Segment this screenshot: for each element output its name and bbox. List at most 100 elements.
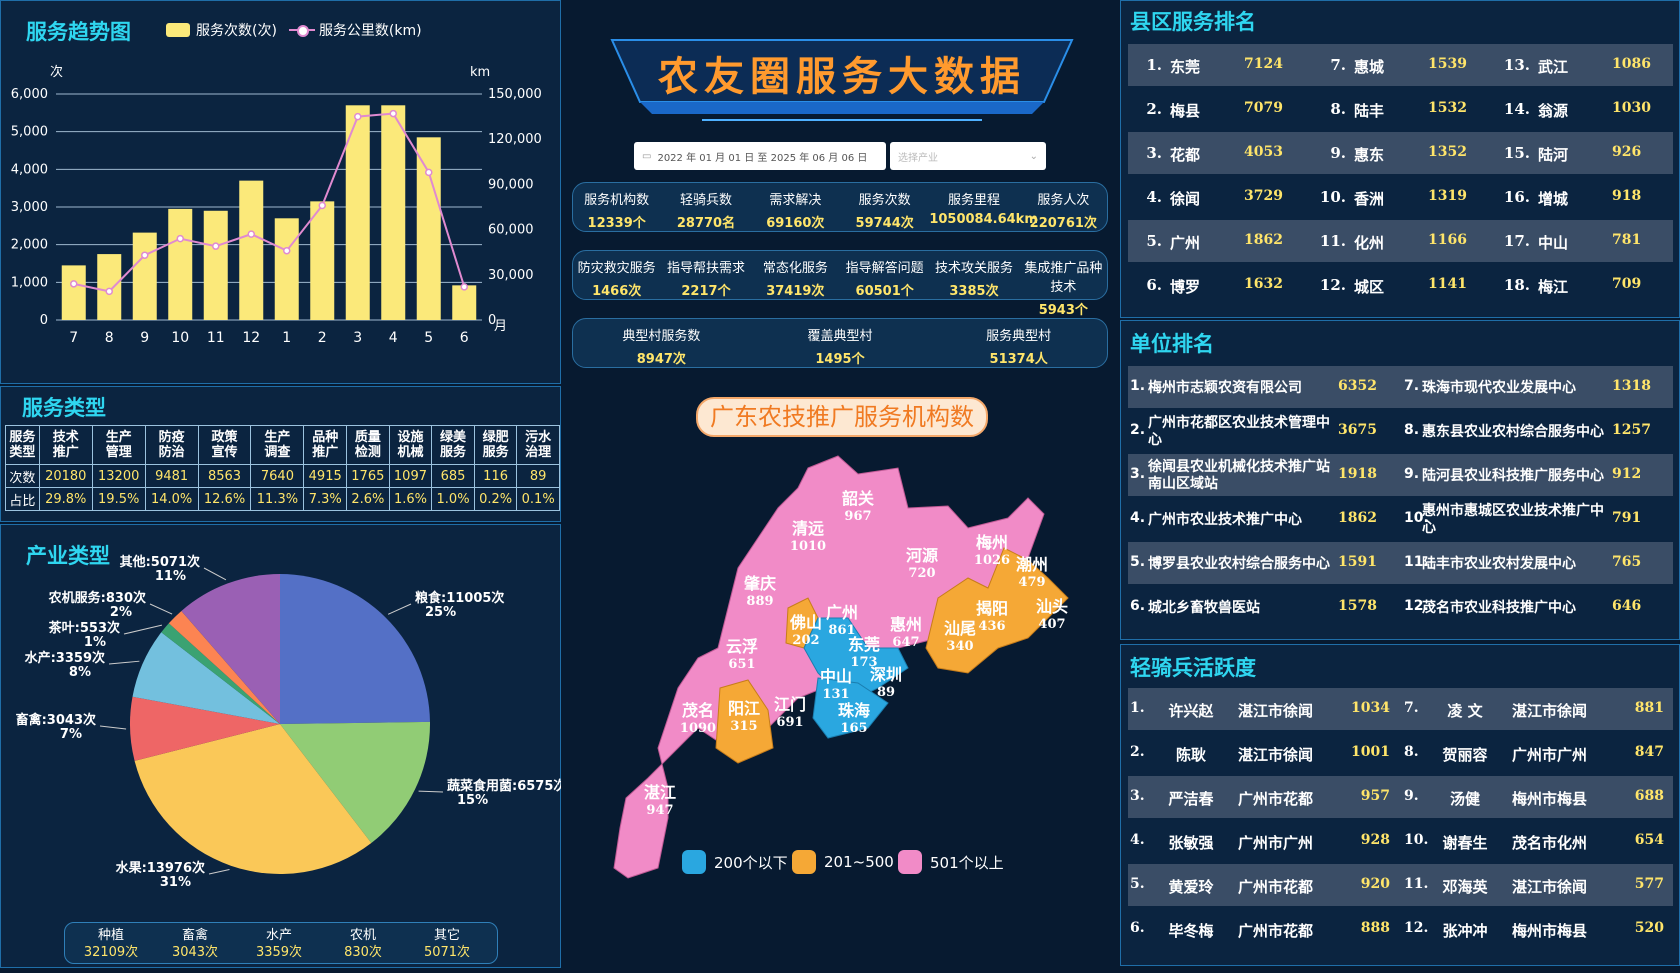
table-cell: 19.5% <box>91 487 146 511</box>
map-region-label: 揭阳 436 <box>962 600 1022 636</box>
rider-name: 谢春生 <box>1442 834 1488 852</box>
stat-label: 常态化服务 <box>762 261 828 276</box>
stat-item: 典型村服务数 8947次 <box>572 325 751 367</box>
pie-pct: 2% <box>110 605 132 620</box>
table-header-cell: 生产 管理 <box>91 425 146 465</box>
rider-location: 湛江市徐闻 <box>1238 702 1314 720</box>
rank-name: 城区 <box>1354 278 1385 296</box>
map-region-value: 173 <box>850 655 878 670</box>
stat-item: 轻骑兵数 28770名 <box>661 189 750 231</box>
table-cell: 11.3% <box>250 487 305 511</box>
map-region-value: 967 <box>844 509 872 524</box>
rider-location: 广州市花都 <box>1238 922 1314 940</box>
map-region-value: 436 <box>978 619 1006 634</box>
trend-title: 服务趋势图 <box>26 20 131 44</box>
stat-item: 服务典型村 51374人 <box>929 325 1108 367</box>
rider-location: 湛江市徐闻 <box>1512 878 1588 896</box>
rank-name: 广州 <box>1170 234 1201 252</box>
pie-label: 畜禽:3043次 <box>16 712 96 728</box>
map-region-name: 清远 <box>791 519 824 538</box>
rank-value: 926 <box>1612 144 1642 160</box>
rank-number: 11. <box>1319 232 1346 250</box>
rank-value: 709 <box>1612 276 1642 292</box>
stat-value: 37419次 <box>766 284 825 299</box>
map-region-label: 云浮 651 <box>712 638 772 674</box>
industry-select[interactable]: 选择产业 ⌄ <box>890 142 1046 170</box>
map-region-value: 202 <box>792 633 820 648</box>
stat-label: 服务次数 <box>858 193 911 208</box>
rank-name: 徐闻县农业机械化技术推广站南山区域站 <box>1148 459 1330 492</box>
y2-tick-label: 0 <box>488 313 496 328</box>
summary-label: 种植 <box>97 928 124 943</box>
rank-number: 2. <box>1146 100 1162 118</box>
pie-label: 蔬菜食用菌:6575次 <box>447 778 561 794</box>
title-frame <box>610 39 1074 121</box>
rider-location: 梅州市梅县 <box>1512 790 1588 808</box>
pie-slice <box>168 610 280 724</box>
table-header-cell: 设施 机械 <box>388 425 433 465</box>
table-cell: 685 <box>431 464 475 488</box>
table-cell: 116 <box>473 464 518 488</box>
pie-slice <box>280 721 430 844</box>
rider-name: 汤健 <box>1449 790 1480 808</box>
map-region-name: 阳江 <box>727 699 760 718</box>
km-point <box>247 230 255 238</box>
x-tick-label: 7 <box>69 330 78 346</box>
rank-row-bg <box>1128 220 1673 262</box>
bar <box>416 137 441 320</box>
x-tick-label: 2 <box>318 330 327 346</box>
stat-label: 服务典型村 <box>986 329 1052 344</box>
km-point <box>283 246 291 255</box>
stat-item: 覆盖典型村 1495个 <box>751 325 930 367</box>
stat-value: 28770名 <box>676 216 736 231</box>
rank-number: 4. <box>1130 510 1146 526</box>
map-region-value: 407 <box>1038 617 1066 632</box>
table-row: 次数 20180 13200 9481 8563 7640 4915 1765 1097 685 1… <box>5 464 560 488</box>
map-region-label: 江门 691 <box>760 696 820 732</box>
summary-label: 畜禽 <box>181 928 208 943</box>
km-point <box>460 283 468 291</box>
rank-number: 9. <box>1404 788 1419 804</box>
map-region-name: 潮州 <box>1015 555 1048 574</box>
rank-value: 765 <box>1612 554 1642 570</box>
map-legend-swatch <box>792 850 816 874</box>
map-region-value: 479 <box>1018 575 1046 590</box>
rank-value: 918 <box>1612 188 1642 204</box>
map-legend-label: 201~500 <box>824 853 894 871</box>
table-cell: 占比 <box>5 487 40 511</box>
map-region-name: 茂名 <box>681 701 714 720</box>
table-header-cell: 政策 宣传 <box>197 425 252 465</box>
map-region-label: 东莞 173 <box>834 636 894 672</box>
rank-name: 武江 <box>1538 58 1569 76</box>
table-cell: 7.3% <box>303 487 348 511</box>
map-region-value: 691 <box>776 715 804 730</box>
map-region-name: 汕尾 <box>943 619 976 638</box>
map-region-label: 湛江 947 <box>630 784 690 820</box>
bar <box>239 180 264 320</box>
table-cell: 13200 <box>91 464 146 488</box>
rank-name: 博罗县农业农村综合服务中心 <box>1148 555 1330 572</box>
rank-name: 广州市农业技术推广中心 <box>1148 511 1302 528</box>
table-header-cell: 绿肥 服务 <box>473 425 518 465</box>
map-region-value: 131 <box>822 687 850 702</box>
stat-value: 60501个 <box>855 284 914 299</box>
industry-summary <box>64 922 498 964</box>
rank-number: 3. <box>1130 788 1145 804</box>
map-region-value: 340 <box>946 639 974 654</box>
rank-value: 1001 <box>1351 744 1390 760</box>
rank-number: 5. <box>1130 554 1146 570</box>
table-header-cell: 品种 推广 <box>303 425 348 465</box>
map-legend-swatch <box>898 850 922 874</box>
rank-value: 6352 <box>1338 378 1377 394</box>
map-region-orange-yangjiang <box>715 679 774 764</box>
map-region-value: 947 <box>646 803 674 818</box>
map-region-blue-zhuhai <box>812 677 889 739</box>
date-range-input[interactable]: ▭ 2022 年 01 月 01 日 至 2025 年 06 月 06 日 <box>634 142 886 170</box>
rank-name: 惠东 <box>1354 146 1385 164</box>
rank-value: 847 <box>1634 744 1664 760</box>
map-region-value: 1090 <box>679 721 717 736</box>
map-region-value: 720 <box>908 566 936 581</box>
map-region-name: 珠海 <box>837 701 870 720</box>
pie-pct: 8% <box>69 665 91 680</box>
stats-row-2 <box>572 250 1108 300</box>
